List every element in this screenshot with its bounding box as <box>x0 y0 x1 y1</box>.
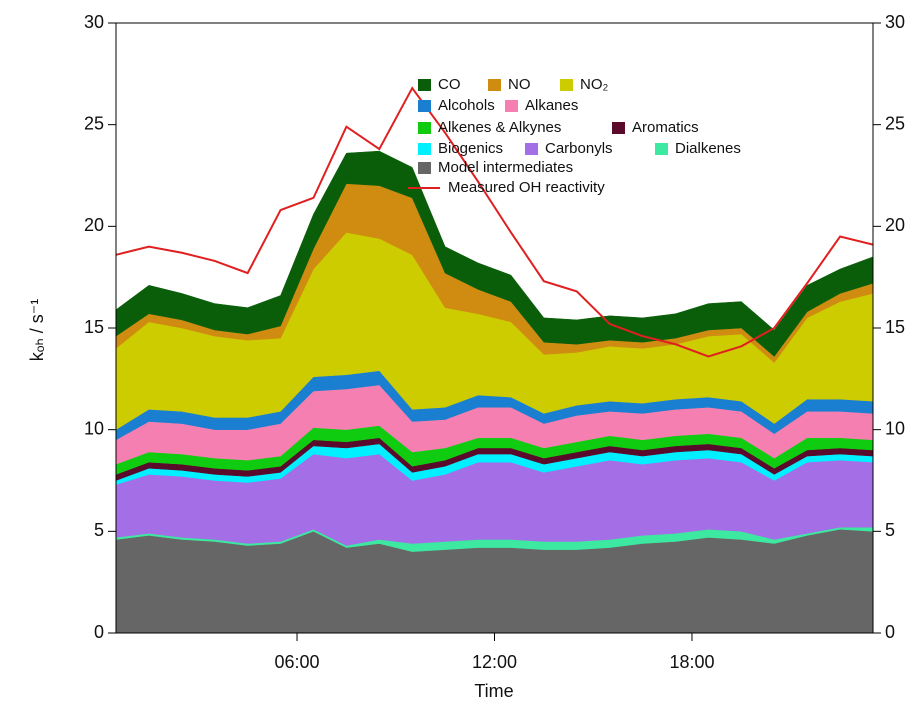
legend-label: NO <box>508 76 531 93</box>
y2-tick-label: 5 <box>885 520 895 540</box>
y-tick-label: 30 <box>84 12 104 32</box>
y-tick-label: 10 <box>84 418 104 438</box>
measured-line <box>115 86 874 358</box>
legend-label: NO₂ <box>580 76 609 93</box>
legend-swatch <box>525 143 538 155</box>
legend-label: Alcohols <box>438 97 495 114</box>
y-tick-label: 25 <box>84 113 104 133</box>
legend-swatch <box>418 122 431 134</box>
legend-swatch <box>505 100 518 112</box>
legend-swatch <box>488 79 501 91</box>
x-axis-label: Time <box>474 681 513 701</box>
x-tick-label: 06:00 <box>274 652 319 672</box>
y-tick-label: 20 <box>84 215 104 235</box>
legend-swatch <box>418 162 431 174</box>
legend-swatch <box>560 79 573 91</box>
y2-tick-label: 20 <box>885 215 905 235</box>
legend-label: Carbonyls <box>545 140 613 157</box>
y-tick-label: 0 <box>94 622 104 642</box>
legend-swatch <box>418 143 431 155</box>
x-tick-label: 12:00 <box>472 652 517 672</box>
y2-tick-label: 30 <box>885 12 905 32</box>
legend-label: Aromatics <box>632 119 699 136</box>
y2-tick-label: 15 <box>885 317 905 337</box>
legend-swatch <box>418 100 431 112</box>
legend-label: Alkenes & Alkynes <box>438 119 561 136</box>
legend-swatch <box>418 79 431 91</box>
y-axis-label: kₒₕ / s⁻¹ <box>27 299 47 362</box>
x-tick-label: 18:00 <box>669 652 714 672</box>
legend-label: Alkanes <box>525 97 578 114</box>
y-tick-label: 15 <box>84 317 104 337</box>
y2-tick-label: 25 <box>885 113 905 133</box>
legend-label: Biogenics <box>438 140 503 157</box>
y-tick-label: 5 <box>94 520 104 540</box>
legend-label: Model intermediates <box>438 159 573 176</box>
legend-label: CO <box>438 76 461 93</box>
legend-label: Dialkenes <box>675 140 741 157</box>
legend-label: Measured OH reactivity <box>448 179 605 196</box>
legend-swatch <box>612 122 625 134</box>
legend-swatch <box>655 143 668 155</box>
y2-tick-label: 10 <box>885 418 905 438</box>
y2-tick-label: 0 <box>885 622 895 642</box>
